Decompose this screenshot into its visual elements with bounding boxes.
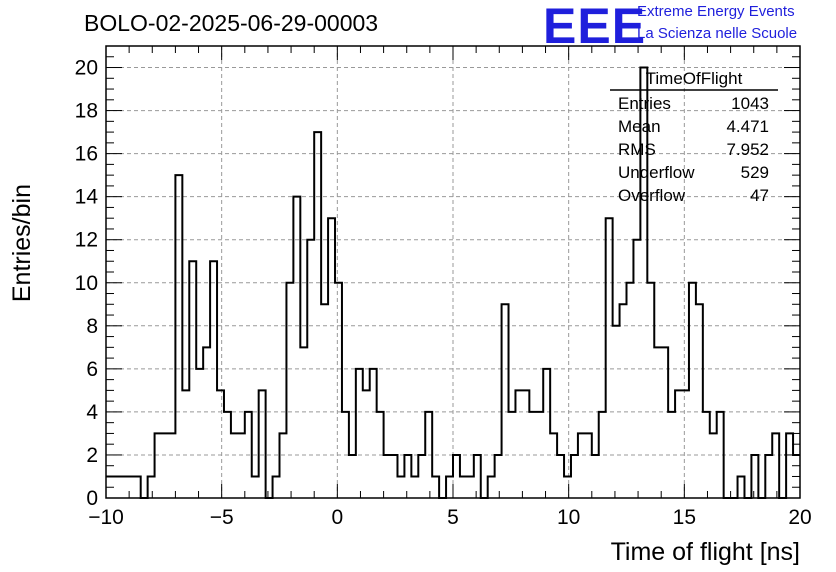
y-tick-label: 10 xyxy=(75,272,98,295)
y-tick-label: 16 xyxy=(75,143,98,166)
stats-box: TimeOfFlight Entries 1043 Mean 4.471 RMS 7.95… xyxy=(610,69,778,205)
x-tick-label: 15 xyxy=(673,506,696,529)
stats-label: Mean xyxy=(618,117,661,136)
histogram-steps xyxy=(106,66,800,499)
run-title: BOLO-02-2025-06-29-00003 xyxy=(84,10,379,36)
stats-value: 1043 xyxy=(731,94,769,113)
y-tick-label: 0 xyxy=(86,487,98,510)
y-tick-label: 6 xyxy=(86,358,98,381)
y-tick-label: 14 xyxy=(75,186,99,209)
y-tick-label: 8 xyxy=(86,315,98,338)
y-tick-label: 18 xyxy=(75,100,98,123)
axis-ticks xyxy=(105,45,801,499)
x-tick-label: 20 xyxy=(788,506,811,529)
logo-line-1: Extreme Energy Events xyxy=(637,3,795,20)
stats-value: 47 xyxy=(750,186,769,205)
stats-label: RMS xyxy=(618,140,656,159)
x-axis-label: Time of flight [ns] xyxy=(611,538,800,566)
x-tick-label: −10 xyxy=(88,506,124,529)
x-tick-label: 0 xyxy=(331,506,343,529)
stats-label: Entries xyxy=(618,94,671,113)
y-tick-label: 2 xyxy=(86,444,98,467)
y-axis-label: Entries/bin xyxy=(8,184,36,302)
stats-label: Overflow xyxy=(618,186,686,205)
stats-value: 4.471 xyxy=(726,117,769,136)
tick-labels: −10 −5 0 5 10 15 20 0 2 4 6 8 10 12 14 16 18 20 xyxy=(75,57,812,529)
stats-title: TimeOfFlight xyxy=(646,69,743,88)
stats-label: Underflow xyxy=(618,163,695,182)
y-tick-label: 4 xyxy=(86,401,98,424)
grid-lines xyxy=(106,46,800,498)
eee-logo: EEE xyxy=(543,0,647,54)
x-tick-label: 10 xyxy=(557,506,580,529)
logo-line-2: La Scienza nelle Scuole xyxy=(637,25,798,42)
stats-value: 7.952 xyxy=(726,140,769,159)
stats-value: 529 xyxy=(741,163,769,182)
x-tick-label: 5 xyxy=(447,506,459,529)
x-tick-label: −5 xyxy=(210,506,234,529)
y-tick-label: 20 xyxy=(75,57,98,80)
y-tick-label: 12 xyxy=(75,229,98,252)
